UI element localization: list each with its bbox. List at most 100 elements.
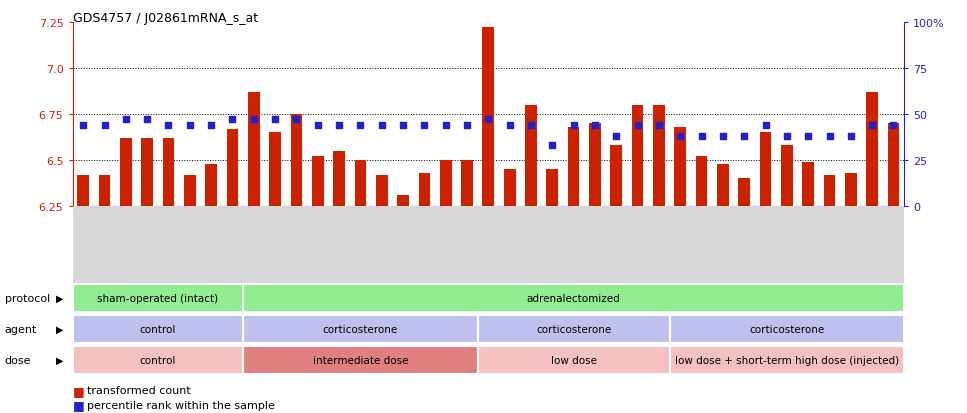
Bar	[755, 206, 777, 283]
Bar	[568, 128, 579, 206]
Bar	[563, 206, 584, 283]
Bar	[631, 105, 643, 206]
Point	[481, 117, 496, 123]
Bar	[499, 206, 520, 283]
Text: low dose + short-term high dose (injected): low dose + short-term high dose (injecte…	[675, 355, 899, 366]
Bar	[99, 175, 110, 206]
Bar	[73, 347, 243, 374]
Point	[737, 133, 752, 140]
Bar	[115, 206, 136, 283]
Text: ▶: ▶	[56, 324, 64, 335]
Bar	[141, 138, 153, 206]
Point	[822, 133, 837, 140]
Bar	[845, 173, 857, 206]
Bar	[73, 206, 94, 283]
Text: control: control	[139, 355, 176, 366]
Bar	[669, 316, 904, 343]
Bar	[205, 164, 217, 206]
Text: dose: dose	[5, 355, 31, 366]
Text: corticosterone: corticosterone	[536, 324, 611, 335]
Bar	[589, 124, 601, 206]
Bar	[584, 206, 605, 283]
Point	[566, 122, 581, 129]
Bar	[419, 173, 430, 206]
Bar	[73, 285, 243, 312]
Bar	[243, 206, 264, 283]
Bar	[184, 175, 195, 206]
Point	[161, 122, 176, 129]
Bar	[718, 164, 729, 206]
Bar	[248, 93, 260, 206]
Bar	[653, 105, 664, 206]
Point	[224, 117, 240, 123]
Bar	[739, 179, 750, 206]
Bar	[781, 146, 793, 206]
Point	[118, 117, 133, 123]
Bar	[329, 206, 350, 283]
Bar	[226, 129, 238, 206]
Bar	[824, 175, 835, 206]
Point	[75, 122, 91, 129]
Bar	[483, 28, 494, 206]
Bar	[520, 206, 542, 283]
Text: protocol: protocol	[5, 293, 50, 304]
Bar	[350, 206, 371, 283]
Point	[779, 133, 795, 140]
Text: GDS4757 / J02861mRNA_s_at: GDS4757 / J02861mRNA_s_at	[73, 12, 257, 25]
Bar	[290, 114, 303, 206]
Point	[716, 133, 731, 140]
Text: sham-operated (intact): sham-operated (intact)	[98, 293, 219, 304]
Point	[203, 122, 219, 129]
Point	[672, 133, 688, 140]
Bar	[269, 133, 281, 206]
Point	[459, 122, 475, 129]
Bar	[179, 206, 200, 283]
Text: intermediate dose: intermediate dose	[312, 355, 408, 366]
Point	[139, 117, 155, 123]
Bar	[760, 133, 772, 206]
Point	[694, 133, 710, 140]
Point	[886, 122, 901, 129]
Bar	[456, 206, 478, 283]
Bar	[334, 152, 345, 206]
Point	[438, 122, 454, 129]
Bar	[264, 206, 286, 283]
Bar	[713, 206, 734, 283]
Bar	[414, 206, 435, 283]
Bar	[221, 206, 243, 283]
Point	[97, 122, 112, 129]
Bar	[669, 206, 690, 283]
Bar	[798, 206, 819, 283]
Bar	[674, 128, 687, 206]
Bar	[819, 206, 840, 283]
Point	[182, 122, 197, 129]
Bar	[605, 206, 627, 283]
Point	[502, 122, 517, 129]
Text: ▶: ▶	[56, 355, 64, 366]
Point	[801, 133, 816, 140]
Bar	[690, 206, 713, 283]
Bar	[200, 206, 221, 283]
Bar	[376, 175, 388, 206]
Text: low dose: low dose	[550, 355, 597, 366]
Bar	[840, 206, 862, 283]
Text: ▶: ▶	[56, 293, 64, 304]
Bar	[648, 206, 669, 283]
Point	[396, 122, 411, 129]
Bar	[777, 206, 798, 283]
Point	[289, 117, 305, 123]
Text: corticosterone: corticosterone	[749, 324, 825, 335]
Bar	[120, 138, 132, 206]
Bar	[866, 93, 878, 206]
Bar	[610, 146, 622, 206]
Bar	[243, 285, 904, 312]
Bar	[355, 161, 366, 206]
Point	[332, 122, 347, 129]
Bar	[883, 206, 904, 283]
Bar	[734, 206, 755, 283]
Bar	[461, 161, 473, 206]
Point	[417, 122, 432, 129]
Bar	[546, 170, 558, 206]
Text: ■: ■	[73, 398, 84, 411]
Bar	[243, 347, 478, 374]
